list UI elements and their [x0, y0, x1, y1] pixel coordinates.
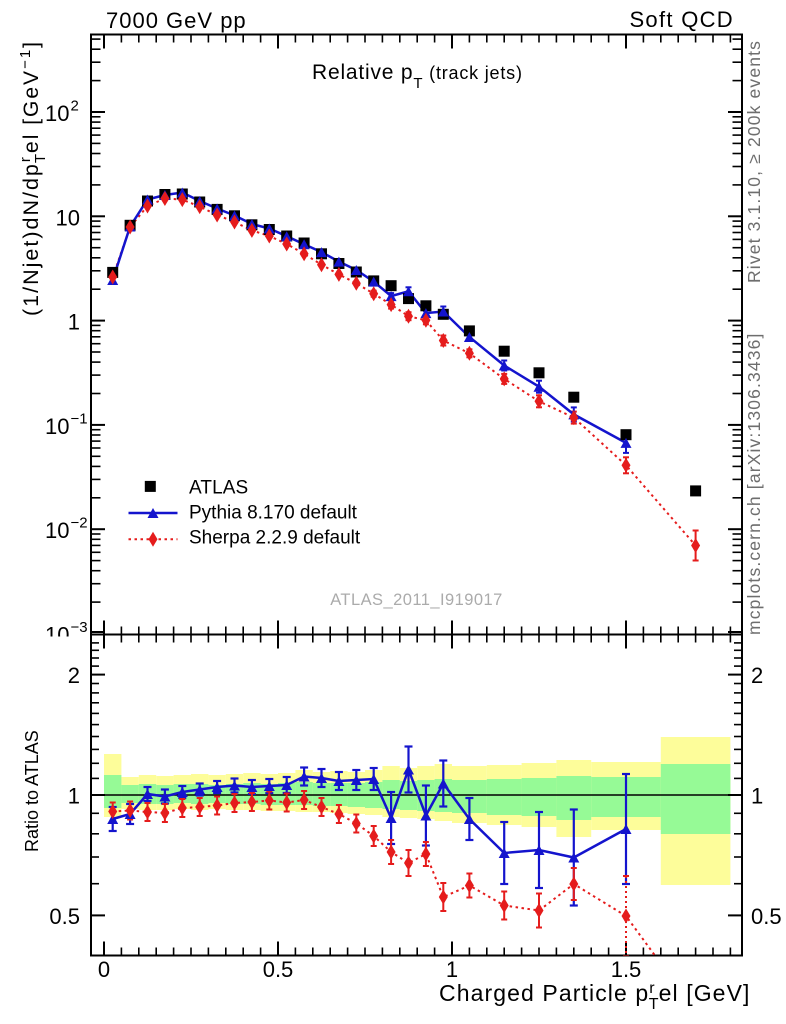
- svg-text:7000 GeV pp: 7000 GeV pp: [106, 8, 247, 33]
- svg-text:Rivet 3.1.10, ≥ 200k events: Rivet 3.1.10, ≥ 200k events: [744, 40, 764, 283]
- svg-text:0: 0: [98, 957, 110, 982]
- svg-text:0.5: 0.5: [263, 957, 294, 982]
- svg-text:ATLAS_2011_I919017: ATLAS_2011_I919017: [330, 591, 503, 609]
- svg-text:Pythia 8.170 default: Pythia 8.170 default: [189, 503, 358, 524]
- svg-text:1.5: 1.5: [611, 957, 642, 982]
- svg-text:1: 1: [68, 310, 80, 335]
- svg-text:ATLAS: ATLAS: [189, 478, 248, 499]
- svg-text:0.5: 0.5: [751, 904, 782, 929]
- svg-text:1: 1: [446, 957, 458, 982]
- svg-text:0.5: 0.5: [49, 904, 80, 929]
- svg-text:−2: −2: [71, 515, 88, 532]
- svg-text:10: 10: [56, 205, 80, 230]
- svg-text:10: 10: [45, 518, 69, 543]
- svg-text:10: 10: [45, 623, 69, 648]
- svg-text:−1: −1: [71, 410, 88, 427]
- svg-text:2: 2: [751, 663, 763, 688]
- svg-text:1: 1: [68, 784, 80, 809]
- svg-text:10: 10: [45, 414, 69, 439]
- svg-text:Soft QCD: Soft QCD: [629, 7, 734, 32]
- svg-text:−3: −3: [71, 619, 88, 636]
- svg-text:mcplots.cern.ch [arXiv:1306.34: mcplots.cern.ch [arXiv:1306.3436]: [744, 332, 764, 635]
- svg-text:Sherpa 2.2.9 default: Sherpa 2.2.9 default: [189, 528, 361, 549]
- svg-text:2: 2: [71, 98, 79, 115]
- svg-text:1: 1: [751, 784, 763, 809]
- svg-text:Ratio to ATLAS: Ratio to ATLAS: [22, 730, 42, 852]
- svg-text:2: 2: [68, 663, 80, 688]
- svg-text:10: 10: [45, 101, 69, 126]
